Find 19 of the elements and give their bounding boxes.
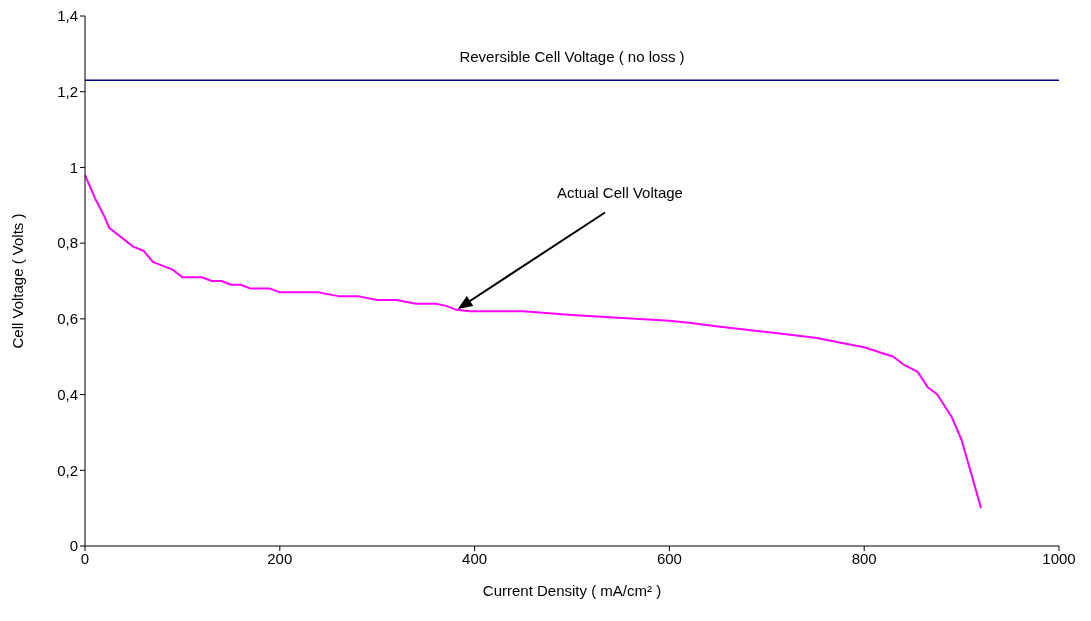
y-tick-label: 1,4 [57,7,78,25]
x-axis-title: Current Density ( mA/cm² ) [482,582,662,599]
y-tick-label: 0 [69,537,78,555]
y-tick-label: 0,2 [57,461,78,479]
x-tick-label: 400 [462,549,488,567]
y-tick-label: 0,8 [57,234,78,252]
y-tick-label: 1,2 [57,83,78,101]
y-axis-title: Cell Voltage ( Volts ) [9,213,27,349]
x-tick-label: 800 [851,549,877,567]
line-series [85,174,983,510]
y-tick-label: 0,4 [57,385,78,403]
ref-line-label: Reversible Cell Voltage ( no loss ) [459,48,685,66]
x-tick-label: 0 [80,549,90,567]
x-tick-label: 1000 [1042,549,1076,567]
y-tick-label: 0,6 [57,310,78,328]
y-tick-label: 1 [69,158,78,176]
x-tick-label: 600 [656,549,682,567]
x-tick-label: 200 [267,549,293,567]
annotation: Actual Cell Voltage [557,183,683,201]
